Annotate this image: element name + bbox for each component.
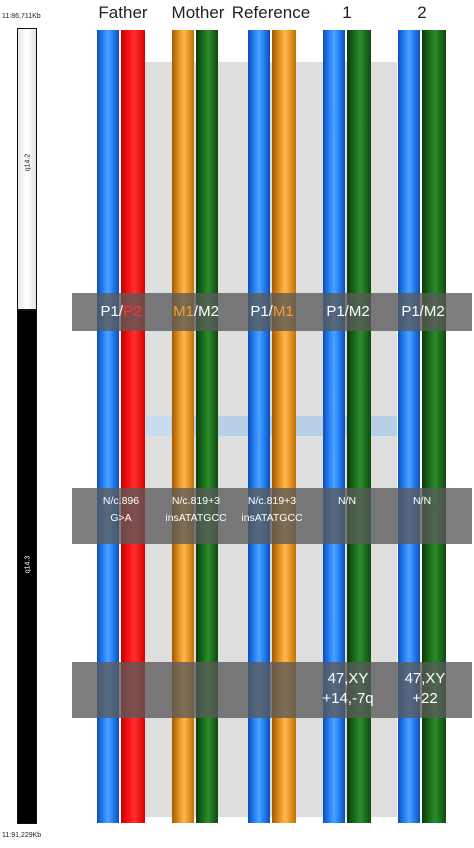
mother-track-m1 (172, 30, 194, 823)
father-variant: N/c.896 G>A (102, 495, 140, 524)
reference-variant: N/c.819+3 insATATGCC (241, 495, 303, 524)
sample2-track-p1 (398, 30, 420, 823)
mother-track-m2 (196, 30, 218, 823)
start-coordinate: 11:86,711Kb (2, 13, 41, 20)
highlight-strip-left (145, 416, 171, 436)
header-reference: Reference (231, 3, 311, 22)
ideogram-band-q14-3: q14.3 (17, 310, 37, 824)
header-sample-1: 1 (342, 3, 352, 22)
reference-haplotypes: P1/M1 (250, 303, 294, 320)
sample2-haplotypes: P1/M2 (401, 303, 445, 320)
variant-overlay (72, 488, 472, 544)
ideogram-band-q14-2: q14.2 (17, 28, 37, 310)
sample2-karyotype: 47,XY +22 (404, 670, 446, 707)
header-sample-2: 2 (417, 3, 427, 22)
end-coordinate: 11:91,229Kb (2, 832, 42, 839)
mother-haplotypes: M1/M2 (173, 303, 219, 320)
sample1-variant: N/N (337, 495, 357, 507)
sample1-track-p1 (323, 30, 345, 823)
father-haplotypes: P1/P2 (100, 303, 142, 320)
karyotype-overlay (72, 662, 472, 718)
reference-track-p1 (248, 30, 270, 823)
band-label-q14-2: q14.2 (24, 153, 32, 172)
sample2-variant: N/N (412, 495, 432, 507)
header-mother: Mother (171, 3, 225, 22)
sample1-karyotype: 47,XY +14,-7q (322, 670, 374, 707)
father-track-p1 (97, 30, 119, 823)
band-label-q14-3: q14.3 (24, 555, 32, 574)
mother-variant: N/c.819+3 insATATGCC (165, 495, 227, 524)
header-father: Father (98, 3, 148, 22)
haplotype-overlay (72, 293, 472, 331)
sample1-haplotypes: P1/M2 (326, 303, 370, 320)
